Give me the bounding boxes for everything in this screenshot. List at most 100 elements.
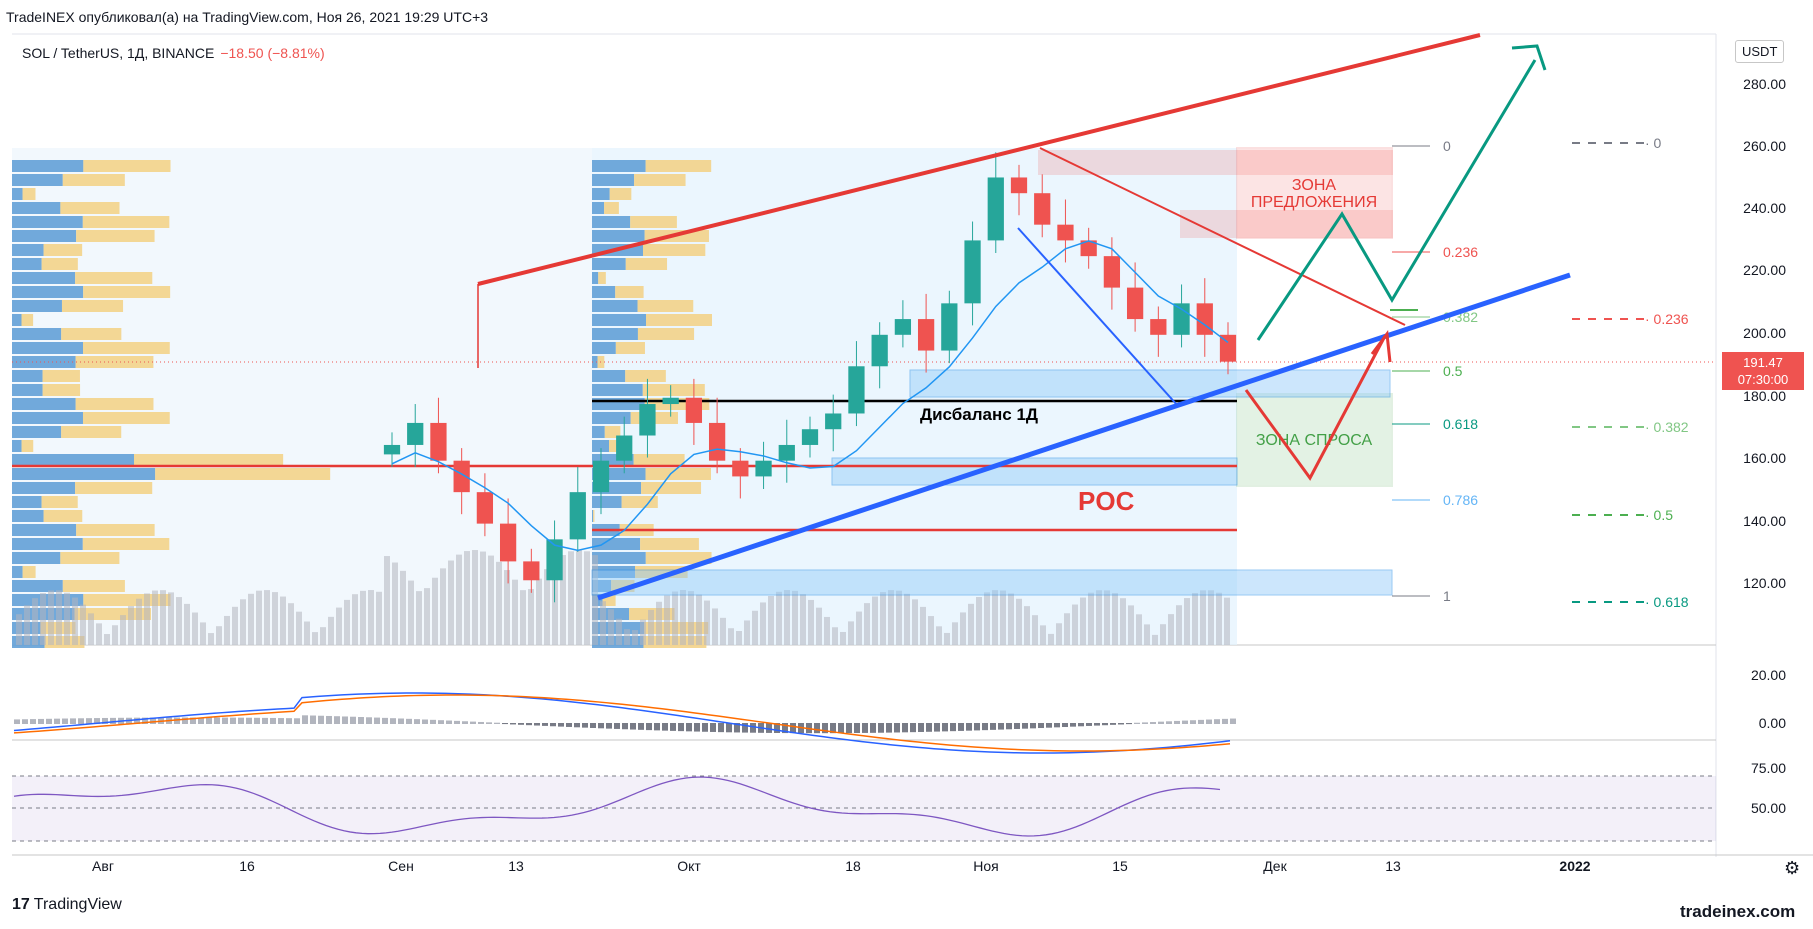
candle-body[interactable] <box>685 397 703 423</box>
lower-trendline[interactable] <box>597 272 1571 601</box>
fib-left-label: 0.786 <box>1443 492 1478 508</box>
bearish-arrowhead <box>1370 330 1392 363</box>
candle-body[interactable] <box>1057 224 1074 241</box>
price-tick: 280.00 <box>1743 76 1786 92</box>
symbol-info[interactable]: SOL / TetherUS, 1Д, BINANCE −18.50 (−8.81… <box>22 45 325 61</box>
price-tick: 140.00 <box>1743 513 1786 529</box>
candle-body[interactable] <box>1080 240 1097 257</box>
blue-zone-bottom[interactable] <box>591 569 1393 596</box>
candle-body[interactable] <box>592 460 610 493</box>
rsi-line <box>13 776 1221 837</box>
candle-body[interactable] <box>1010 177 1028 194</box>
time-tick: Дек <box>1263 858 1287 874</box>
change-value: −18.50 (−8.81%) <box>220 45 325 61</box>
descending-support[interactable] <box>1017 227 1179 407</box>
fib-right-label: · 0 <box>1645 135 1662 151</box>
candle-body[interactable] <box>732 460 749 477</box>
candle-body[interactable] <box>383 444 401 455</box>
bullish-arrowhead <box>1511 44 1547 71</box>
time-tick: Окт <box>677 858 701 874</box>
candle-body[interactable] <box>639 404 656 436</box>
poc-label: POC <box>1078 486 1135 516</box>
gear-icon[interactable]: ⚙ <box>1784 858 1801 878</box>
descending-resistance[interactable] <box>1039 147 1406 326</box>
time-tick: 18 <box>845 858 861 874</box>
candle-body[interactable] <box>453 460 470 493</box>
candle-body[interactable] <box>848 366 865 414</box>
candle-body[interactable] <box>569 492 586 540</box>
watermark: tradeinex.com <box>1680 902 1796 921</box>
candle-body[interactable] <box>1173 303 1190 335</box>
fib-left-label: 1 <box>1443 588 1451 604</box>
moving-average-line <box>391 240 1229 552</box>
price-tick: 220.00 <box>1743 262 1786 278</box>
candle-body[interactable] <box>546 539 563 581</box>
candle-body[interactable] <box>1196 303 1213 335</box>
candle-body[interactable] <box>616 435 633 461</box>
demand-zone-label: ЗОНА СПРОСА <box>1256 432 1373 449</box>
fib-right-label: · 0.618 <box>1645 594 1689 610</box>
candle-body[interactable] <box>407 422 424 445</box>
tradingview-brand[interactable]: 17 TradingView <box>12 896 122 914</box>
fib-right-label: · 0.382 <box>1645 419 1689 435</box>
fib-right-label: · 0.5 <box>1645 507 1673 523</box>
candle-body[interactable] <box>894 319 912 335</box>
candle-body[interactable] <box>941 303 958 351</box>
price-tick: 200.00 <box>1743 325 1786 341</box>
currency-selector[interactable]: USDT <box>1735 40 1785 63</box>
supply-zone-box[interactable] <box>1236 147 1393 239</box>
candle-body[interactable] <box>825 413 842 430</box>
time-tick: 2022 <box>1559 858 1591 874</box>
tradingview-logo-icon: 17 <box>12 896 30 913</box>
candle-body[interactable] <box>1150 319 1167 335</box>
time-tick: 16 <box>239 858 255 874</box>
fib-right-label: · 0.236 <box>1645 311 1689 327</box>
imbalance-label: Дисбаланс 1Д <box>920 405 1038 424</box>
candle-body[interactable] <box>1034 193 1051 225</box>
candle-body[interactable] <box>708 422 726 461</box>
price-tick: 260.00 <box>1743 138 1786 154</box>
candle-body[interactable] <box>987 177 1004 241</box>
candle-body[interactable] <box>917 319 935 351</box>
blue-zone-mid[interactable] <box>831 457 1238 486</box>
candle-body[interactable] <box>1219 334 1237 362</box>
macd-line <box>13 692 1231 754</box>
time-tick: 15 <box>1112 858 1128 874</box>
candle-body[interactable] <box>1126 287 1144 320</box>
last-price-value: 191.47 <box>1743 355 1783 370</box>
candle-body[interactable] <box>430 422 447 461</box>
candle-body[interactable] <box>964 240 981 304</box>
candle-body[interactable] <box>778 444 795 461</box>
candle-body[interactable] <box>476 492 494 524</box>
candle-body[interactable] <box>499 523 517 562</box>
price-tick: 180.00 <box>1743 388 1786 404</box>
time-tick: Авг <box>92 858 114 874</box>
price-tick: 120.00 <box>1743 575 1786 591</box>
publisher-line: TradeINEX опубликовал(а) на TradingView.… <box>6 9 489 25</box>
volume-bars <box>16 550 1230 645</box>
fib-left-label: 0.618 <box>1443 416 1478 432</box>
bearish-scenario-path[interactable] <box>1244 335 1387 481</box>
candle-body[interactable] <box>1103 256 1121 288</box>
candle-body[interactable] <box>662 397 679 405</box>
macd-signal-line <box>13 694 1231 752</box>
supply-zone-label-2: ПРЕДЛОЖЕНИЯ <box>1251 194 1377 211</box>
macd-tick: 20.00 <box>1750 667 1786 683</box>
candle-body[interactable] <box>801 429 819 445</box>
brand-name: TradingView <box>33 896 122 913</box>
candle-body[interactable] <box>755 460 772 477</box>
candle-body[interactable] <box>871 334 888 367</box>
fib-levels-left[interactable]: 0 0.236 0.382 0.5 0.618 0.786 1 <box>1392 138 1478 604</box>
fib-levels-right[interactable]: · 0 · 0.236 · 0.382 · 0.5 · 0.618 <box>1572 135 1689 610</box>
supply-shadow-top <box>1038 150 1393 175</box>
candle-body[interactable] <box>523 561 540 581</box>
rsi-tick: 50.00 <box>1750 800 1786 816</box>
macd-tick: 0.00 <box>1758 715 1786 731</box>
upper-trendline[interactable] <box>477 33 1481 286</box>
bullish-scenario-path[interactable] <box>1256 59 1537 341</box>
fib-left-label: 0.236 <box>1443 244 1478 260</box>
symbol-line: SOL / TetherUS, 1Д, BINANCE <box>22 45 215 61</box>
candlestick-series[interactable] <box>383 152 1237 603</box>
time-tick: Ноя <box>973 858 999 874</box>
